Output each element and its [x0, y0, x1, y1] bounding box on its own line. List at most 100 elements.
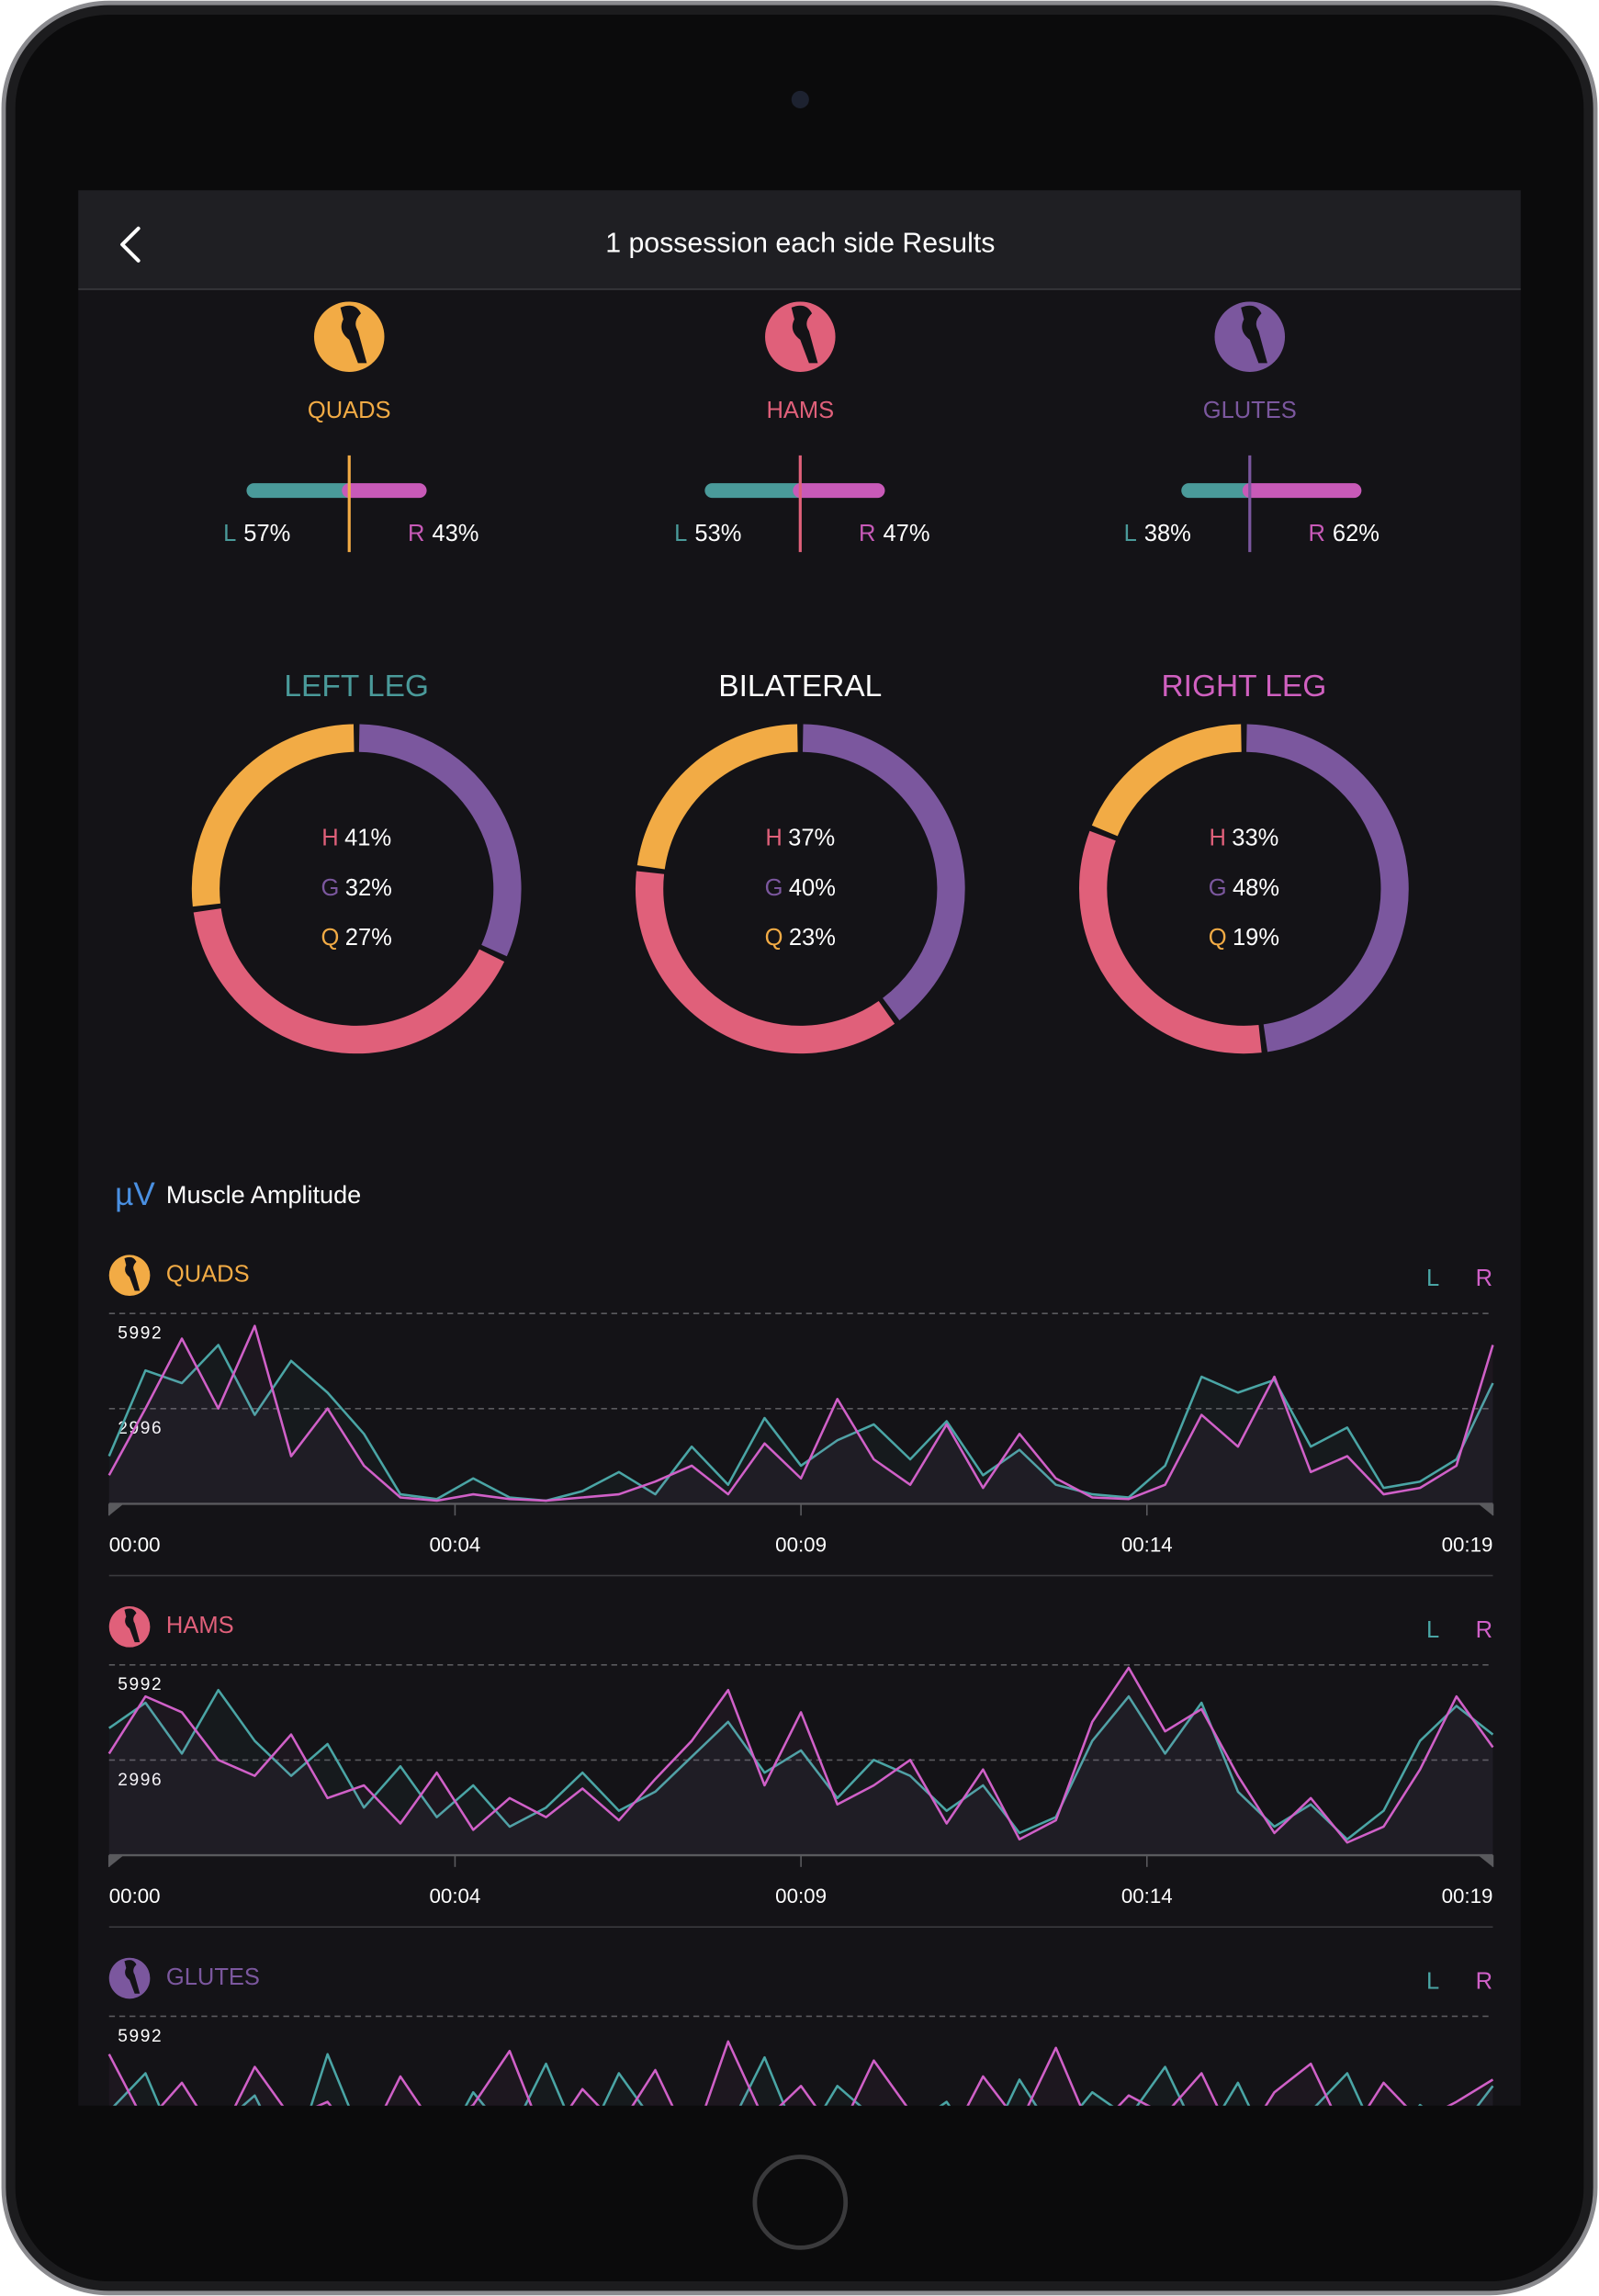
- side-letter: R: [1309, 521, 1325, 546]
- amplitude-line: [107, 1324, 1494, 1503]
- muscle-icon-figure: [124, 1960, 141, 1994]
- camera: [791, 90, 809, 108]
- donut-segment: [1079, 830, 1262, 1054]
- donut-label: H 41%: [321, 825, 391, 850]
- muscle-icon-figure: [1241, 305, 1267, 364]
- home-button[interactable]: [752, 2155, 849, 2250]
- x-tick-label: 00:14: [1121, 1534, 1173, 1557]
- y-tick-label: 5992: [118, 1675, 163, 1694]
- legend-entry: R: [1476, 1617, 1492, 1643]
- range-handle: [108, 1503, 124, 1516]
- legend-entry: R: [1476, 1969, 1492, 1995]
- legend-entry: L: [1426, 1969, 1439, 1995]
- side-letter: L: [223, 521, 236, 546]
- x-tick-label: 00:14: [1121, 1885, 1173, 1908]
- chart-name: GLUTES: [166, 1964, 260, 1990]
- y-tick-label: 5992: [118, 1324, 163, 1344]
- segment-letter: H: [321, 825, 338, 850]
- balance-label: L 57%: [223, 521, 290, 546]
- page-title: 1 possession each side Results: [605, 228, 995, 258]
- muscle-name: HAMS: [766, 398, 834, 423]
- balance-label: L 53%: [674, 521, 741, 546]
- balance-label: R 43%: [408, 521, 479, 546]
- segment-value: 41%: [344, 825, 391, 850]
- muscle-name: GLUTES: [1203, 398, 1297, 423]
- segment-letter: G: [1209, 875, 1227, 901]
- side-value: 62%: [1333, 521, 1379, 546]
- donut-label: Q 23%: [765, 925, 836, 951]
- segment-letter: G: [765, 875, 783, 901]
- side-value: 57%: [243, 521, 290, 546]
- x-tick-label: 00:00: [109, 1885, 161, 1908]
- segment-value: 33%: [1232, 825, 1278, 850]
- segment-value: 40%: [789, 875, 836, 901]
- x-tick-label: 00:19: [1442, 1885, 1493, 1908]
- segment-value: 37%: [788, 825, 835, 850]
- back-button[interactable]: [120, 226, 141, 263]
- x-tick-label: 00:19: [1442, 1534, 1493, 1557]
- segment-letter: Q: [765, 925, 783, 951]
- leg-title: RIGHT LEG: [1162, 670, 1327, 703]
- chart-name: HAMS: [166, 1613, 234, 1638]
- segment-value: 27%: [345, 925, 392, 951]
- side-letter: L: [1124, 521, 1137, 546]
- balance-label: R 47%: [859, 521, 929, 546]
- chart-name: QUADS: [166, 1261, 250, 1287]
- amplitude-line: [107, 2040, 1494, 2106]
- x-tick-label: 00:04: [429, 1534, 480, 1557]
- muscle-icon-figure: [124, 1608, 141, 1643]
- amplitude-area: [108, 1345, 1493, 1504]
- segment-value: 19%: [1233, 925, 1279, 951]
- donut-segment: [1091, 724, 1243, 837]
- range-handle: [1478, 1503, 1493, 1516]
- side-value: 53%: [694, 521, 741, 546]
- segment-value: 32%: [345, 875, 392, 901]
- donut-segment: [802, 724, 965, 1020]
- segment-letter: H: [765, 825, 782, 850]
- x-tick-label: 00:04: [429, 1885, 480, 1908]
- donut-label: Q 27%: [321, 925, 392, 951]
- balance-label: L 38%: [1124, 521, 1191, 546]
- amplitude-title: Muscle Amplitude: [166, 1180, 361, 1209]
- side-letter: R: [408, 521, 424, 546]
- muscle-name: QUADS: [308, 398, 391, 423]
- donut-segment: [358, 724, 522, 957]
- y-tick-label: 5992: [118, 2027, 163, 2046]
- amplitude-area: [108, 2041, 1493, 2106]
- donut-segment: [193, 908, 505, 1054]
- side-letter: R: [859, 521, 875, 546]
- muscle-icon-figure: [791, 305, 818, 364]
- side-letter: L: [674, 521, 687, 546]
- x-tick-label: 00:09: [775, 1534, 827, 1557]
- donut-label: G 40%: [765, 875, 836, 901]
- donut-segment: [191, 724, 355, 907]
- range-handle: [108, 1855, 124, 1867]
- segment-letter: H: [1209, 825, 1225, 850]
- donut-segment: [636, 724, 798, 870]
- donut-label: G 32%: [321, 875, 392, 901]
- donut-label: H 37%: [765, 825, 835, 850]
- leg-title: LEFT LEG: [284, 670, 429, 703]
- x-tick-label: 00:09: [775, 1885, 827, 1908]
- x-tick-label: 00:00: [109, 1534, 161, 1557]
- leg-title: BILATERAL: [718, 670, 882, 703]
- y-tick-label: 2996: [118, 1419, 163, 1438]
- amplitude-area: [108, 1690, 1493, 1856]
- legend-entry: L: [1426, 1617, 1439, 1643]
- donut-label: H 33%: [1209, 825, 1278, 850]
- segment-letter: Q: [1209, 925, 1227, 951]
- legend-entry: R: [1476, 1266, 1492, 1291]
- amplitude-line: [107, 1666, 1494, 1844]
- donut-segment: [635, 871, 895, 1054]
- donut-label: G 48%: [1209, 875, 1279, 901]
- range-handle: [1478, 1855, 1493, 1867]
- amplitude-line: [112, 2053, 1494, 2106]
- content: QUADS L 57% R 43% HAMS L 53% R 47% GLUTES L 38% R 62% L…: [107, 301, 1494, 2106]
- y-tick-label: 2996: [118, 1771, 163, 1790]
- muscle-icon-figure: [124, 1256, 141, 1291]
- legend-entry: L: [1426, 1266, 1439, 1291]
- segment-letter: Q: [321, 925, 340, 951]
- segment-letter: G: [321, 875, 340, 901]
